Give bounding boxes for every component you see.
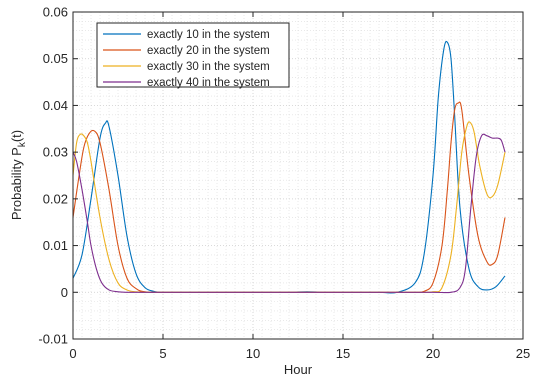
y-tick-label: 0.04	[43, 98, 68, 113]
x-axis-label: Hour	[284, 362, 313, 377]
legend-label-3: exactly 30 in the system	[147, 61, 270, 73]
x-tick-label: 0	[69, 346, 76, 361]
y-tick-label: 0.01	[43, 238, 68, 253]
x-tick-label: 5	[159, 346, 166, 361]
y-axis-label-tail: (t)	[9, 130, 24, 142]
y-tick-label: -0.01	[38, 332, 68, 347]
x-axis-ticks: 0 5 10 15 20 25	[69, 12, 530, 361]
x-tick-label: 10	[246, 346, 260, 361]
series-layer	[72, 40, 506, 294]
x-tick-label: 15	[336, 346, 350, 361]
y-axis-ticks: -0.01 0 0.01 0.02 0.03 0.04 0.05 0.06	[38, 5, 523, 347]
y-axis-label: Probability Pk(t)	[9, 130, 28, 220]
y-tick-label: 0	[61, 285, 68, 300]
plot-frame	[72, 11, 524, 340]
legend-label-2: exactly 20 in the system	[147, 45, 270, 57]
y-tick-label: 0.06	[43, 5, 68, 20]
x-tick-label: 25	[516, 346, 530, 361]
legend-label-4: exactly 40 in the system	[147, 77, 270, 89]
y-tick-label: 0.05	[43, 51, 68, 66]
x-tick-label: 20	[426, 346, 440, 361]
legend: exactly 10 in the system exactly 20 in th…	[96, 22, 290, 89]
y-tick-label: 0.02	[43, 191, 68, 206]
y-axis-label-subscript: k	[17, 141, 28, 147]
legend-label-1: exactly 10 in the system	[147, 29, 270, 41]
series-line-4	[72, 133, 506, 294]
y-tick-label: 0.03	[43, 145, 68, 160]
